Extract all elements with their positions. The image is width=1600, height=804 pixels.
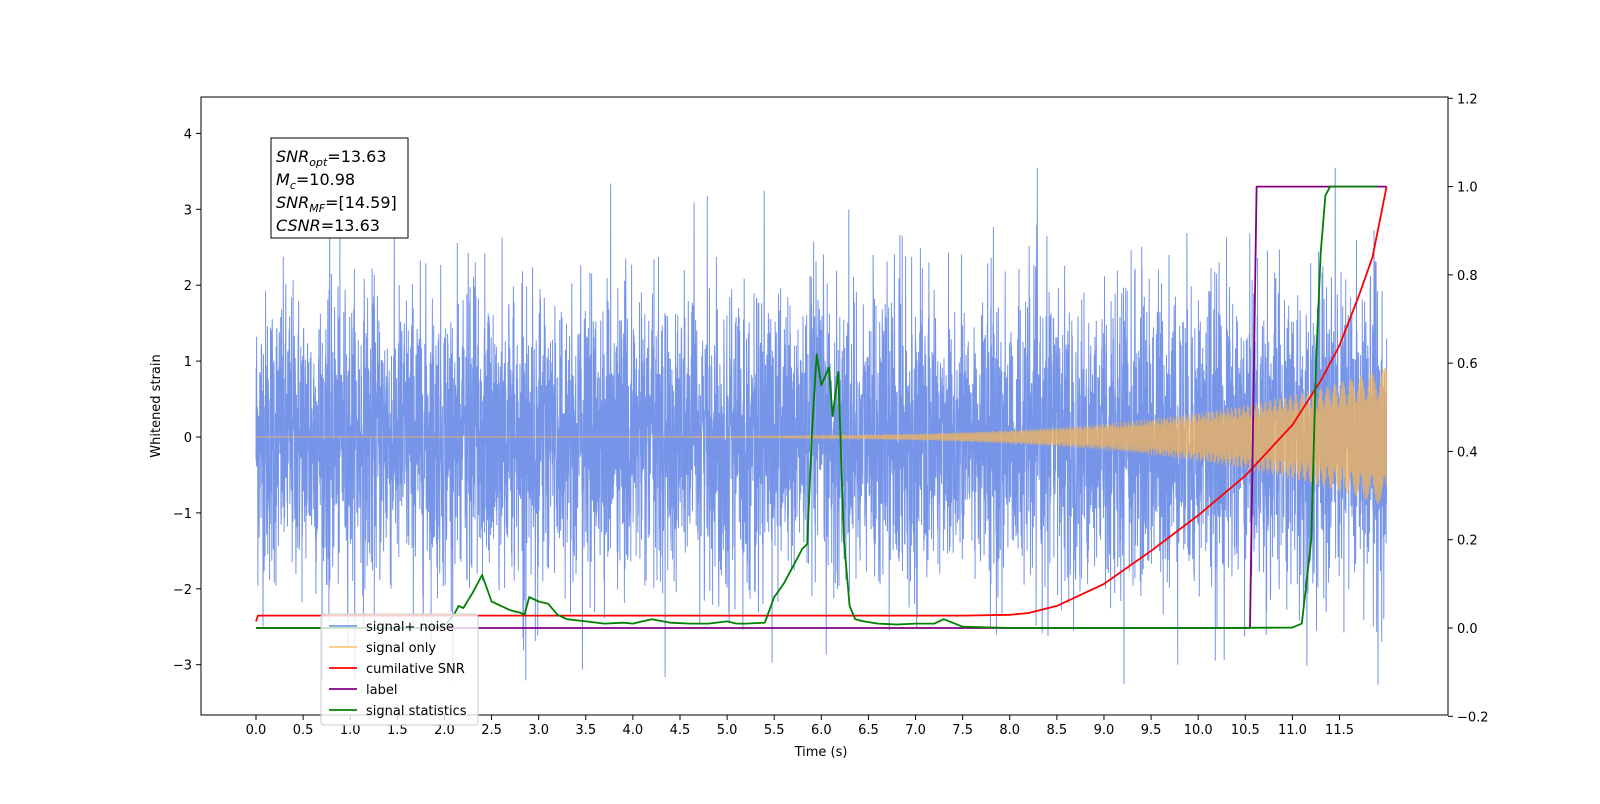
x-tick-label: 8.0: [999, 723, 1020, 738]
y2-tick-label: 0.4: [1457, 445, 1478, 460]
annotation-symbol: CSNR: [276, 216, 321, 235]
x-tick-label: 11.5: [1325, 723, 1354, 738]
y2-tick-label: 0.6: [1457, 357, 1478, 372]
x-tick-label: 1.0: [340, 723, 361, 738]
series-signal-noise: [255, 165, 1388, 685]
annotation-subscript: c: [290, 179, 296, 192]
legend-label: cumilative SNR: [366, 662, 465, 677]
legend-label: signal only: [366, 641, 436, 656]
annotation-value: =13.63: [327, 147, 386, 166]
signal-statistics-line: [256, 185, 1378, 629]
x-tick-label: 4.0: [623, 723, 644, 738]
y-axis-right: 1.2 1.0 0.8 0.6 0.4 0.2 0.0 −0.2: [1448, 92, 1489, 725]
y-tick-label: −2: [173, 583, 192, 598]
annotation-value: =13.63: [321, 216, 380, 235]
y-tick-label: −3: [173, 659, 192, 674]
annotation-line: CSNR=13.63: [276, 216, 380, 235]
y-tick-label: 2: [184, 279, 192, 294]
signal-only-line: [256, 367, 1388, 504]
series-signal-statistics: [256, 185, 1378, 629]
annotation-line: Mc=10.98: [276, 170, 355, 192]
x-tick-label: 0.0: [246, 723, 267, 738]
series-label: [256, 185, 1387, 629]
annotation-line: SNRopt=13.63: [276, 147, 387, 169]
legend: signal+ noise signal only cumilative SNR la…: [320, 613, 479, 726]
legend-frame: [320, 613, 479, 726]
signal-noise-line: [255, 165, 1388, 685]
label-line: [256, 185, 1387, 629]
y2-tick-label: 0.0: [1457, 622, 1478, 637]
x-tick-label: 5.0: [717, 723, 738, 738]
y-tick-label: −1: [173, 507, 192, 522]
annotation-line: SNRMF=[14.59]: [276, 193, 397, 215]
x-tick-label: 0.5: [293, 723, 314, 738]
x-tick-label: 7.5: [952, 723, 973, 738]
x-tick-label: 6.5: [858, 723, 879, 738]
annotation-box: SNRopt=13.63Mc=10.98SNRMF=[14.59]CSNR=13…: [270, 137, 409, 239]
annotation-subscript: MF: [309, 202, 325, 215]
x-tick-label: 10.0: [1184, 723, 1213, 738]
x-tick-label: 1.5: [387, 723, 408, 738]
y-axis-label: Whitened strain: [149, 354, 164, 457]
x-tick-label: 2.5: [481, 723, 502, 738]
cumulative-snr-line: [255, 186, 1388, 622]
annotation-subscript: opt: [309, 156, 328, 169]
y2-tick-label: 1.2: [1457, 92, 1478, 107]
y-tick-label: 3: [184, 203, 192, 218]
annotation-value: =[14.59]: [325, 193, 397, 212]
y2-tick-label: −0.2: [1457, 710, 1489, 725]
x-tick-label: 4.5: [670, 723, 691, 738]
series-cumulative-snr: [255, 186, 1388, 622]
plot-frame: [200, 96, 1449, 716]
x-tick-label: 5.5: [764, 723, 785, 738]
y-tick-label: 1: [184, 355, 192, 370]
y2-tick-label: 0.2: [1457, 534, 1478, 549]
series-signal-only: [256, 367, 1388, 504]
x-tick-label: 3.5: [575, 723, 596, 738]
x-tick-label: 7.0: [905, 723, 926, 738]
plot-area: [255, 165, 1388, 685]
x-tick-label: 6.0: [811, 723, 832, 738]
legend-label: signal statistics: [366, 704, 467, 719]
legend-label: signal+ noise: [366, 620, 454, 635]
y-tick-label: 0: [184, 431, 192, 446]
annotation-symbol: SNR: [276, 147, 309, 166]
x-tick-label: 3.0: [528, 723, 549, 738]
x-tick-label: 10.5: [1231, 723, 1260, 738]
y2-tick-label: 0.8: [1457, 269, 1478, 284]
x-axis: 0.0 0.5 1.0 1.5 2.0 2.5 3.0 3.5 4.0 4.5 5.0 5.5 6.0 6…: [246, 715, 1354, 738]
annotation-symbol: SNR: [276, 193, 309, 212]
y2-tick-label: 1.0: [1457, 181, 1478, 196]
x-tick-label: 9.5: [1141, 723, 1162, 738]
x-tick-label: 8.5: [1047, 723, 1068, 738]
x-tick-label: 9.0: [1094, 723, 1115, 738]
annotation-value: =10.98: [296, 170, 355, 189]
y-tick-label: 4: [184, 127, 192, 142]
annotation-symbol: M: [276, 170, 290, 189]
x-tick-label: 2.0: [434, 723, 455, 738]
y-axis-left: 4 3 2 1 0 −1 −2 −3: [173, 127, 201, 674]
annotation-frame: [270, 137, 409, 239]
x-axis-label: Time (s): [794, 745, 848, 760]
legend-label: label: [366, 683, 397, 698]
x-tick-label: 11.0: [1278, 723, 1307, 738]
